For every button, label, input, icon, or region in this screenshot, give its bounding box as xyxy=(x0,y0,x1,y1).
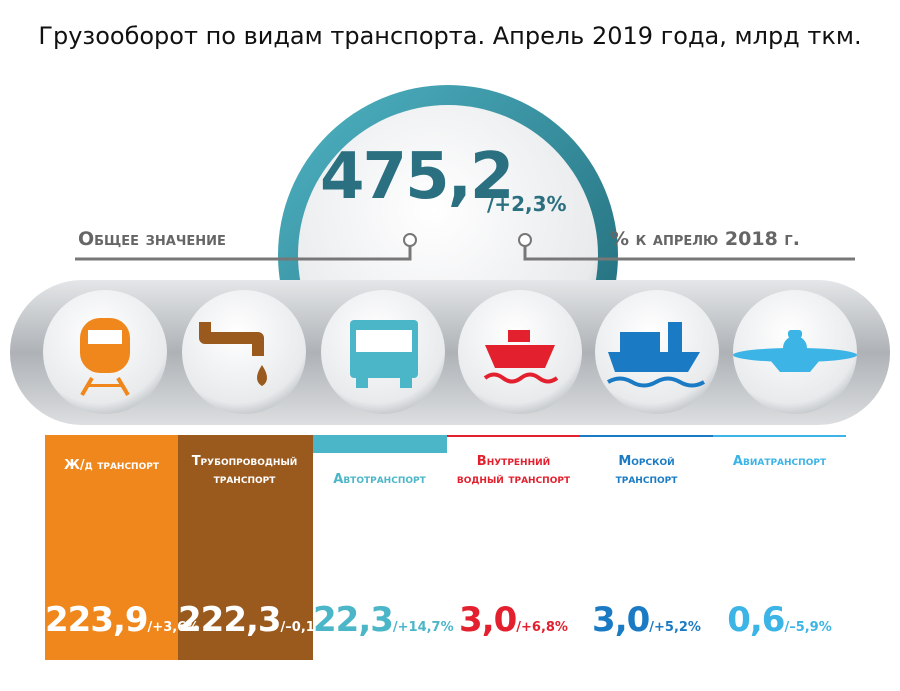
transport-column: Трубопроводный транспорт 222,3/–0,1% xyxy=(178,435,328,660)
transport-value: 223,9 xyxy=(45,600,149,640)
transport-figures: 22,3/+14,7% xyxy=(313,600,454,640)
column-backgrounds xyxy=(45,435,846,660)
transport-change: /+14,7% xyxy=(392,620,454,635)
transport-name: Авиатранспорт xyxy=(732,454,827,469)
transport-value: 0,6 xyxy=(727,600,785,640)
transport-figures: 223,9/+3,6% xyxy=(45,600,199,640)
transport-name: Ж/д транспорт xyxy=(64,458,159,473)
transport-change: /–0,1% xyxy=(280,620,328,635)
pipe-icon xyxy=(199,322,267,386)
transport-name: Трубопроводный транспорт xyxy=(191,454,298,487)
transport-column: Ж/д транспорт 223,9/+3,6% xyxy=(45,435,199,660)
transport-value: 3,0 xyxy=(459,600,517,640)
transport-column: Авиатранспорт 0,6/–5,9% xyxy=(713,435,846,660)
transport-change: /–5,9% xyxy=(784,620,832,635)
transport-column: Автотранспорт 22,3/+14,7% xyxy=(313,435,454,660)
transport-column: Внутренний водный транспорт 3,0/+6,8% xyxy=(447,435,580,660)
transport-figures: 0,6/–5,9% xyxy=(713,600,846,640)
transport-change: /+6,8% xyxy=(516,620,568,635)
transport-value: 22,3 xyxy=(313,600,394,640)
transport-column: Морской транспорт 3,0/+5,2% xyxy=(580,435,713,660)
transport-figures: 222,3/–0,1% xyxy=(178,600,328,640)
change-caption: % к апрелю 2018 г. xyxy=(610,228,800,250)
transport-change: /+5,2% xyxy=(649,620,701,635)
boat-icon xyxy=(483,330,559,384)
train-icon xyxy=(80,318,130,397)
transport-name: Внутренний водный транспорт xyxy=(456,454,571,487)
value-caption: Общее значение xyxy=(78,228,226,250)
total-change: /+2,3% xyxy=(487,192,567,216)
transport-name: Морской транспорт xyxy=(615,454,678,487)
transport-figures: 3,0/+5,2% xyxy=(580,600,713,640)
transport-name: Автотранспорт xyxy=(333,472,426,487)
connectors xyxy=(75,233,855,261)
truck-icon xyxy=(350,320,418,388)
transport-value: 3,0 xyxy=(592,600,650,640)
transport-change: /+3,6% xyxy=(147,620,200,635)
transport-figures: 3,0/+6,8% xyxy=(447,600,580,640)
plane-icon xyxy=(733,330,857,372)
transport-value: 222,3 xyxy=(178,600,282,640)
total-value: 475,2 xyxy=(320,140,514,214)
title: Грузооборот по видам транспорта. Апрель … xyxy=(38,22,862,50)
ship-icon xyxy=(606,322,706,388)
